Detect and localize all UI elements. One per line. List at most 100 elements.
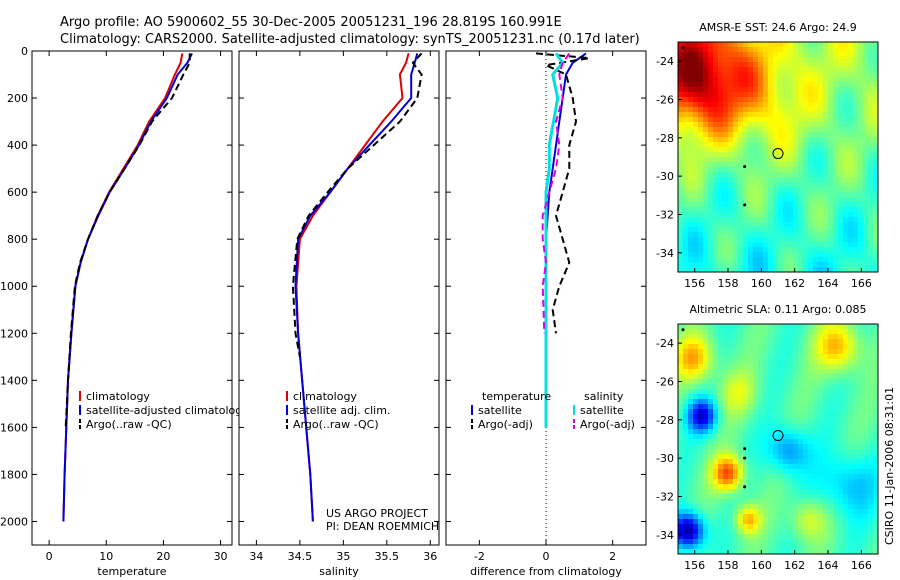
map-cell [858,262,864,268]
map-cell [753,92,759,98]
map-cell [813,87,819,93]
map-cell [783,237,789,243]
map-cell [708,137,714,143]
map-cell [823,47,829,53]
map-cell [708,57,714,63]
map-cell [788,549,794,555]
map-cell [743,444,749,450]
map-cell [688,227,694,233]
map-cell [693,137,699,143]
map-cell [723,344,729,350]
map-cell [728,549,734,555]
map-cell [733,132,739,138]
map-cell [768,339,774,345]
map-cell [868,237,874,243]
map-cell [778,409,784,415]
map-cell [833,334,839,340]
map-cell [788,429,794,435]
map-cell [853,539,859,545]
map-cell [778,484,784,490]
map-cell [748,349,754,355]
map-cell [738,182,744,188]
map-cell [778,439,784,445]
map-cell [688,534,694,540]
map-cell [773,232,779,238]
map-cell [773,354,779,360]
map-cell [828,404,834,410]
map-cell [688,197,694,203]
map-cell [828,167,834,173]
map-cell [813,102,819,108]
map-cell [743,117,749,123]
map-cell [843,87,849,93]
map-cell [723,252,729,258]
map-cell [828,359,834,365]
map-cell [758,57,764,63]
map-cell [833,459,839,465]
map-cell [723,207,729,213]
map-cell [868,107,874,113]
map-cell [678,539,684,545]
map-cell [718,484,724,490]
map-cell [803,127,809,133]
map-cell [683,324,689,330]
map-cell [813,42,819,48]
map-cell [838,429,844,435]
map-cell [743,242,749,248]
map-x-tick-label: 164 [818,277,839,290]
map-cell [808,499,814,505]
map-cell [738,359,744,365]
map-cell [858,519,864,525]
map-cell [788,117,794,123]
map-cell [733,117,739,123]
map-cell [728,399,734,405]
map-cell [713,389,719,395]
map-cell [698,162,704,168]
map-cell [688,504,694,510]
map-cell [863,117,869,123]
map-cell [728,509,734,515]
map-cell [873,47,879,53]
map-cell [863,222,869,228]
map-cell [743,509,749,515]
map-cell [853,252,859,258]
map-cell [718,207,724,213]
map-cell [763,489,769,495]
map-cell [738,157,744,163]
map-cell [718,122,724,128]
map-cell [828,329,834,335]
map-cell [748,192,754,198]
map-cell [873,197,879,203]
map-cell [788,544,794,550]
map-cell [863,484,869,490]
map-cell [793,162,799,168]
map-cell [848,514,854,520]
map-cell [793,354,799,360]
map-cell [758,67,764,73]
map-cell [833,187,839,193]
map-cell [858,142,864,148]
map-cell [873,489,879,495]
map-cell [783,247,789,253]
map-cell [678,137,684,143]
map-cell [858,394,864,400]
map-cell [768,247,774,253]
map-cell [698,222,704,228]
map-cell [813,519,819,525]
map-cell [873,469,879,475]
map-cell [873,404,879,410]
map-cell [873,464,879,470]
map-cell [868,187,874,193]
map-cell [853,514,859,520]
map-cell [708,132,714,138]
map-cell [728,202,734,208]
map-cell [703,514,709,520]
map-cell [843,262,849,268]
plot-frame [238,50,440,546]
map-cell [793,167,799,173]
map-cell [768,504,774,510]
map-cell [808,399,814,405]
map-cell [778,419,784,425]
map-cell [803,484,809,490]
map-cell [698,232,704,238]
